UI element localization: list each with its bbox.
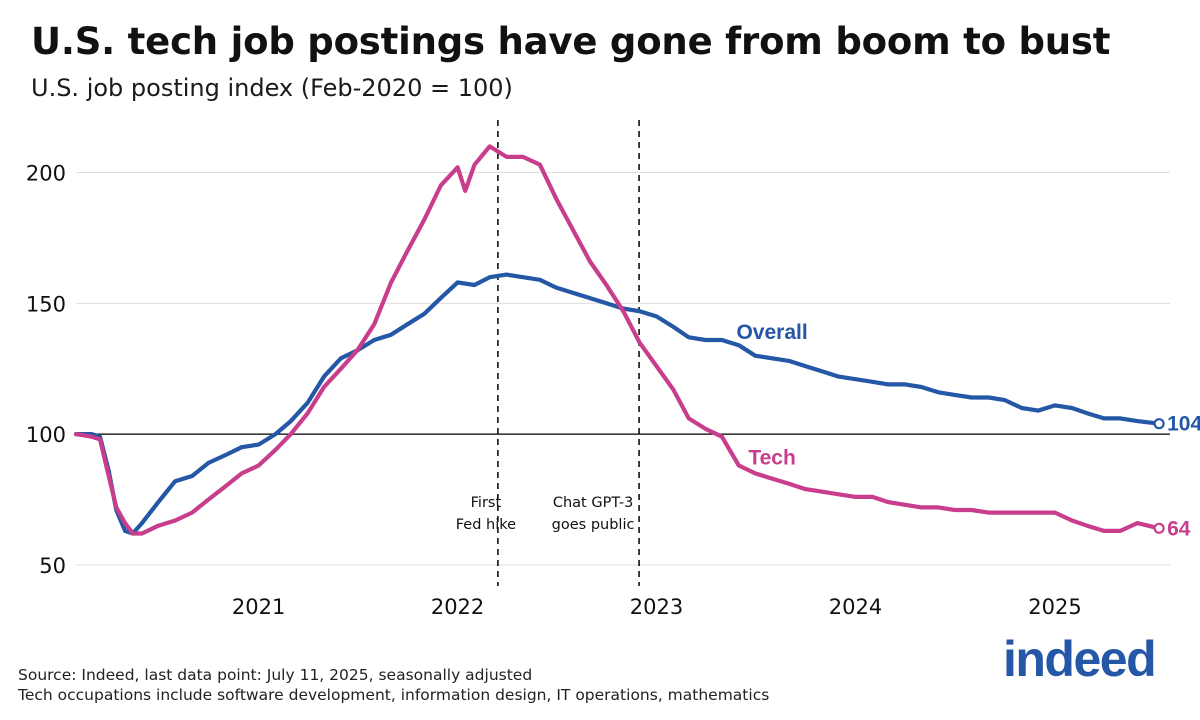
series-line-tech xyxy=(73,144,1162,536)
y-tick-label: 150 xyxy=(26,292,66,316)
chart-title: U.S. tech job postings have gone from bo… xyxy=(31,20,1111,63)
series-lines xyxy=(73,144,1165,536)
x-tick-label: 2023 xyxy=(630,595,683,619)
event-line-caption: Chat GPT-3 xyxy=(553,495,633,511)
series-name-label-overall: Overall xyxy=(736,321,807,344)
event-lines: First Fed hike Chat GPT-3 goes public xyxy=(456,120,640,586)
chart-subtitle: U.S. job posting index (Feb-2020 = 100) xyxy=(31,74,513,102)
x-tick-label: 2024 xyxy=(829,595,882,619)
source-note: Source: Indeed, last data point: July 11… xyxy=(18,666,533,684)
x-tick-label: 2022 xyxy=(431,595,484,619)
y-tick-label: 50 xyxy=(39,554,66,578)
series-name-label-tech: Tech xyxy=(748,447,795,470)
event-line-caption: goes public xyxy=(552,517,635,533)
definition-note: Tech occupations include software develo… xyxy=(18,686,770,704)
y-tick-label: 100 xyxy=(26,423,66,447)
end-label-tech: 64 xyxy=(1167,517,1191,540)
end-label-overall: 104 xyxy=(1167,413,1200,436)
series-line-overall xyxy=(73,272,1162,536)
x-tick-label: 2021 xyxy=(232,595,285,619)
end-marker-tech xyxy=(1153,522,1165,534)
end-marker-overall xyxy=(1153,418,1165,430)
gridlines xyxy=(76,172,1170,566)
indeed-logo: indeed xyxy=(1003,631,1157,687)
event-line-caption: Fed hike xyxy=(456,517,516,533)
y-axis-ticks: 50 100 150 200 xyxy=(26,162,66,578)
event-line-caption: First xyxy=(471,495,502,511)
x-axis-ticks: 2021 2022 2023 2024 2025 xyxy=(232,595,1082,619)
y-tick-label: 200 xyxy=(26,162,66,186)
series-labels: 104 64 Overall Tech xyxy=(736,321,1200,540)
x-tick-label: 2025 xyxy=(1028,595,1081,619)
